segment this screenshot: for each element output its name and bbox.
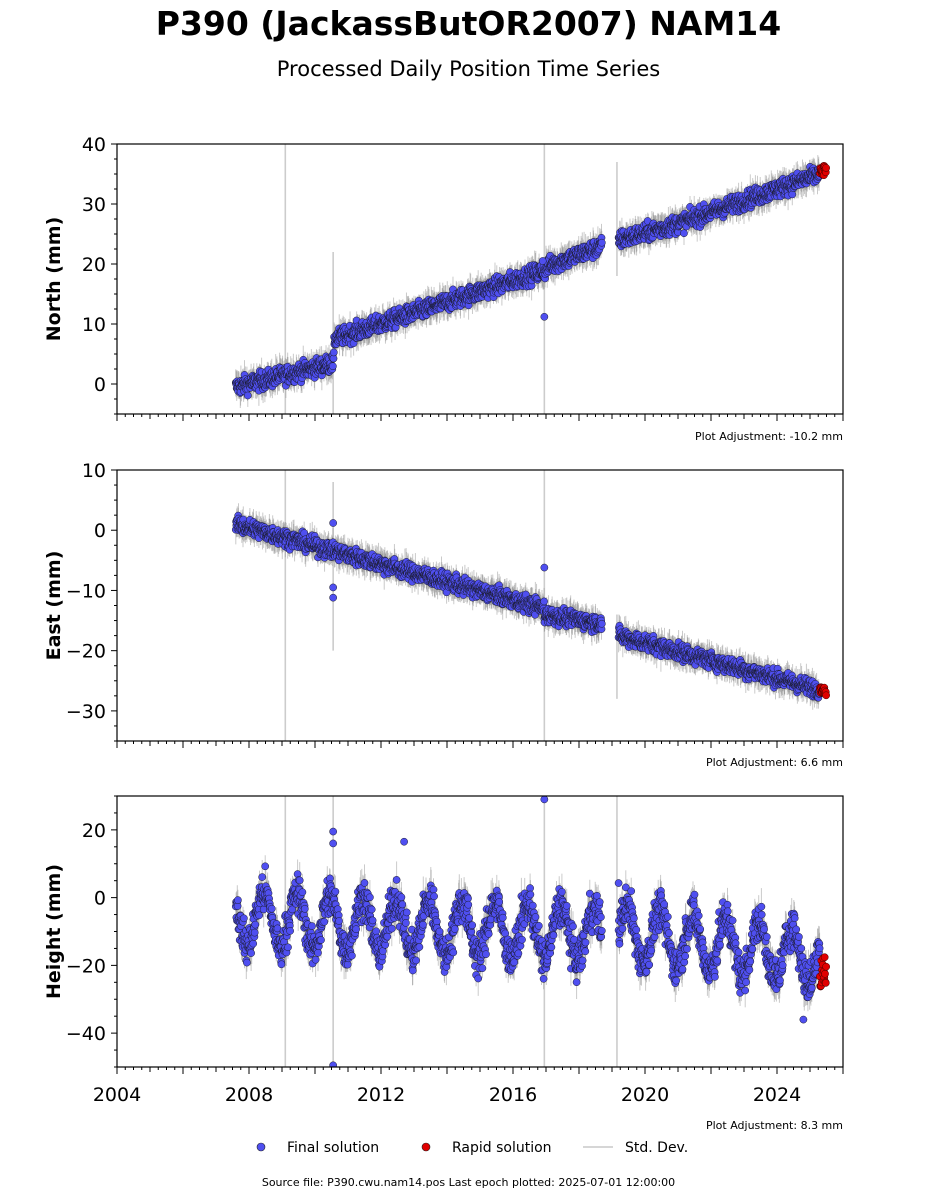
plot-adjustment-label: Plot Adjustment: -10.2 mm <box>695 430 843 443</box>
panels-group: 0 10 20 30 40 North (mm) Plot Adjustment: -10.… <box>43 134 844 1132</box>
final-point <box>329 362 337 371</box>
rapid-solution-series <box>816 162 830 180</box>
y-tick-label: 0 <box>94 374 106 396</box>
y-axis-label: North (mm) <box>43 217 65 342</box>
plot-area <box>231 144 830 414</box>
final-point <box>597 238 606 247</box>
final-point <box>329 348 338 357</box>
final-point-outlier <box>540 312 549 321</box>
y-tick-label: 20 <box>82 254 106 276</box>
chart-subtitle: Processed Daily Position Time Series <box>276 57 661 81</box>
final-point <box>788 190 797 199</box>
y-tick-label: 30 <box>82 194 106 216</box>
final-point <box>243 391 252 400</box>
final-point <box>680 229 688 238</box>
chart-title: P390 (JackassButOR2007) NAM14 <box>155 4 782 43</box>
panel-1: 0 10 20 30 40 North (mm) Plot Adjustment: -10.… <box>43 134 844 443</box>
final-solution-series <box>231 162 824 400</box>
plot-area <box>231 470 830 741</box>
final-point-outlier <box>538 257 547 265</box>
y-tick-label: 10 <box>82 314 106 336</box>
rapid-point <box>822 164 830 172</box>
y-tick-label: 40 <box>82 134 106 156</box>
